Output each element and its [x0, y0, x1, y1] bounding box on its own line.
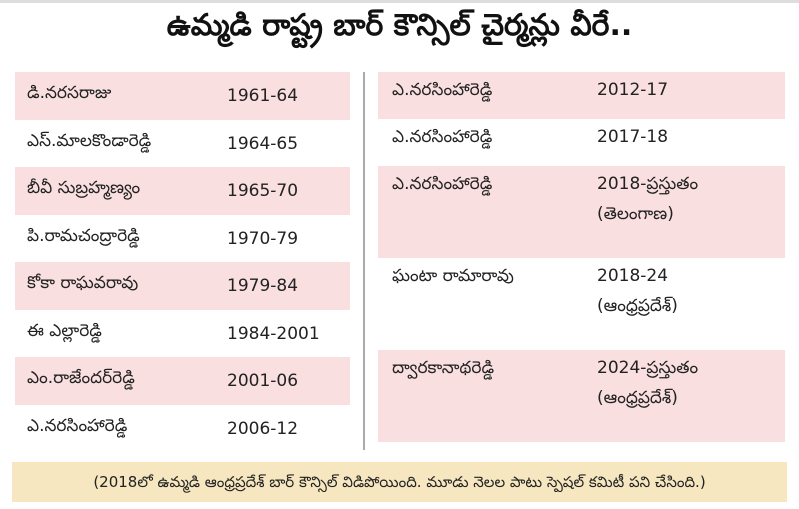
chairman-name: ఎ.నరసింహారెడ్డి	[392, 174, 493, 194]
tenure: 2012-17	[597, 76, 668, 106]
tenure: 1970-79	[227, 225, 298, 255]
tenure: 1979-84	[227, 272, 298, 302]
tenure-years: 1984-2001	[227, 323, 320, 344]
chairman-name: ఎస్.మాలకొండారెడ్డి	[27, 130, 152, 151]
chairman-name: ఘంటా రామారావు	[392, 266, 514, 286]
chairmen-list-left: డి.నరసరాజు 1961-64 ఎస్.మాలకొండారెడ్డి 1964-…	[15, 72, 350, 452]
chairman-name: డి.నరసరాజు	[27, 83, 112, 103]
table-row: ఘంటా రామారావు 2018-24 (ఆంధ్రప్రదేశ్)	[378, 258, 785, 350]
state-label: (ఆంధ్రప్రదేశ్)	[597, 387, 678, 408]
chairman-name: ద్వారకానాథరెడ్డి	[392, 358, 495, 378]
tenure-years: 2024-ప్రస్తుతం	[597, 358, 699, 378]
tenure: 2018-24 (ఆంధ్రప్రదేశ్)	[597, 262, 678, 322]
tenure: 1964-65	[227, 130, 298, 160]
tenure: 2001-06	[227, 367, 298, 397]
tenure-years: 1965-70	[227, 181, 299, 201]
chairman-name: కోకా రాఘవరావు	[27, 273, 139, 293]
state-label: (ఆంధ్రప్రదేశ్)	[597, 295, 678, 316]
column-divider	[363, 72, 365, 450]
tenure: 1965-70	[227, 177, 298, 207]
tenure-years: 2018-24	[597, 266, 669, 286]
chairmen-list-right: ఎ.నరసింహారెడ్డి 2012-17 ఎ.నరసింహారెడ్డి 201…	[378, 72, 785, 442]
chairman-name: బీవీ సుబ్రహ్మణ్యం	[27, 178, 141, 198]
tenure-years: 2012-17	[597, 80, 669, 100]
chairman-name: ఈ ఎల్లారెడ్డి	[27, 320, 102, 341]
tenure: 2006-12	[227, 415, 298, 445]
tenure: 2024-ప్రస్తుతం (ఆంధ్రప్రదేశ్)	[597, 354, 698, 414]
tenure-years: 1964-65	[227, 133, 299, 154]
tenure-years: 1970-79	[227, 228, 299, 249]
table-row: ఈ ఎల్లారెడ్డి 1984-2001	[15, 310, 350, 358]
tenure: 2017-18	[597, 123, 668, 153]
tenure-years: 2018-ప్రస్తుతం	[597, 174, 699, 194]
top-rule	[0, 0, 799, 3]
table-row: కోకా రాఘవరావు 1979-84	[15, 262, 350, 310]
tenure-years: 2017-18	[597, 127, 669, 147]
tenure: 1961-64	[227, 82, 298, 112]
tenure-years: 1961-64	[227, 86, 299, 106]
table-row: ఎ.నరసింహారెడ్డి 2018-ప్రస్తుతం (తెలంగాణ)	[378, 166, 785, 258]
table-row: ఎ.నరసింహారెడ్డి 2012-17	[378, 72, 785, 119]
page-title: ఉమ్మడి రాష్ట్ర బార్ కౌన్సిల్ చైర్మన్లు వ…	[166, 8, 633, 43]
table-row: డి.నరసరాజు 1961-64	[15, 72, 350, 120]
chairman-name: ఎ.నరసింహారెడ్డి	[27, 415, 128, 436]
table-row: ఎ.నరసింహారెడ్డి 2006-12	[15, 405, 350, 453]
chairman-name: ఎం.రాజేందర్‌రెడ్డి	[27, 368, 135, 388]
tenure-years: 1979-84	[227, 276, 299, 296]
chairman-name: ఎ.నరసింహారెడ్డి	[392, 80, 493, 100]
tenure: 2018-ప్రస్తుతం (తెలంగాణ)	[597, 170, 698, 230]
state-label: (తెలంగాణ)	[597, 203, 674, 224]
table-row: ఎస్.మాలకొండారెడ్డి 1964-65	[15, 120, 350, 168]
tenure-years: 2001-06	[227, 371, 299, 391]
table-row: పి.రామచంద్రారెడ్డి 1970-79	[15, 215, 350, 263]
table-row: ఎ.నరసింహారెడ్డి 2017-18	[378, 119, 785, 166]
footnote: (2018లో ఉమ్మడి ఆంధ్రప్రదేశ్ బార్ కౌన్సిల…	[12, 462, 787, 502]
chairman-name: పి.రామచంద్రారెడ్డి	[27, 225, 140, 246]
tenure-years: 2006-12	[227, 418, 299, 439]
table-row: బీవీ సుబ్రహ్మణ్యం 1965-70	[15, 167, 350, 215]
table-row: ఎం.రాజేందర్‌రెడ్డి 2001-06	[15, 357, 350, 405]
tenure: 1984-2001	[227, 320, 320, 350]
chairman-name: ఎ.నరసింహారెడ్డి	[392, 127, 493, 147]
table-row: ద్వారకానాథరెడ్డి 2024-ప్రస్తుతం (ఆంధ్రప్రద…	[378, 350, 785, 442]
